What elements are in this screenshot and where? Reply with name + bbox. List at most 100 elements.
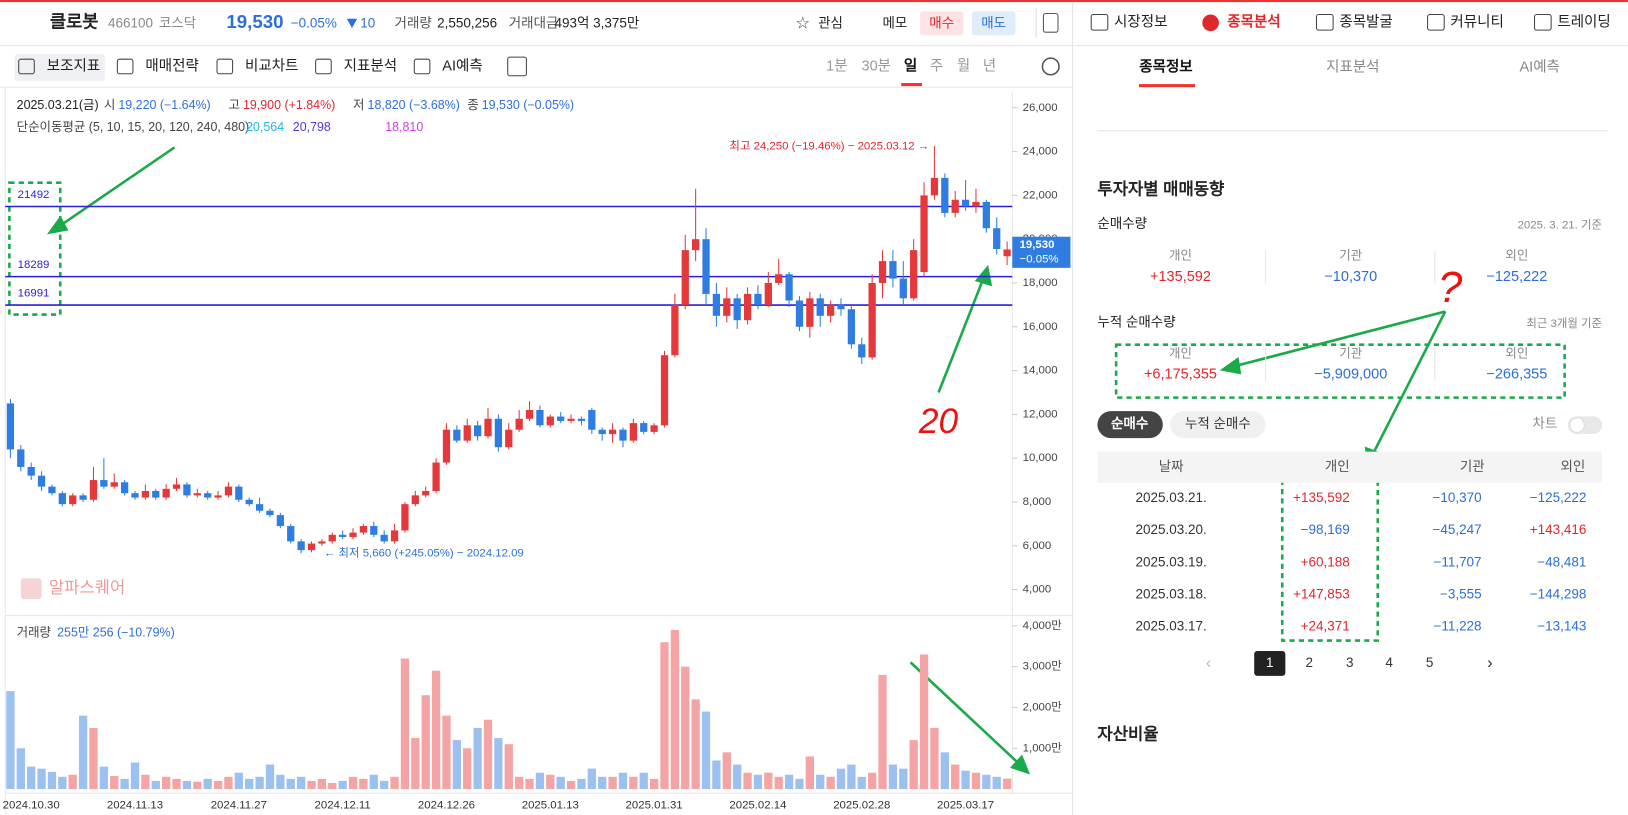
volume-bar [598, 776, 607, 790]
x-tick-label: 2025.02.14 [729, 800, 787, 812]
candle-body [141, 491, 150, 498]
stock-name: 클로봇 [50, 11, 99, 31]
candle-body [567, 418, 575, 421]
header-button[interactable]: 매도 [981, 15, 1006, 30]
volume-bar [58, 776, 67, 790]
candle-body [89, 480, 98, 500]
buy-bg[interactable] [919, 11, 964, 36]
next-page[interactable]: › [1487, 653, 1493, 672]
period[interactable]: 1분 [826, 58, 847, 74]
volume-bar [857, 776, 866, 790]
nav-item[interactable]: 종목발굴 [1339, 14, 1392, 31]
asset-title: 자산비율 [1097, 724, 1158, 743]
stock-code: 466100 [108, 15, 153, 30]
down-icon [346, 18, 358, 29]
volume-bar [359, 778, 368, 790]
nav-item[interactable]: 트레이딩 [1557, 14, 1610, 31]
volume-bar [224, 776, 233, 790]
candle-body [276, 515, 284, 527]
toolbar-item[interactable]: AI예측 [442, 57, 482, 74]
volume-bar [753, 774, 763, 790]
period[interactable]: 월 [957, 57, 970, 74]
draw-icon[interactable] [507, 56, 527, 77]
watermark: 알파스퀘어 [49, 578, 125, 597]
page-active-bg[interactable] [1254, 650, 1286, 676]
volume-bar [369, 774, 378, 790]
nav-item[interactable]: 종목분석 [1227, 13, 1280, 31]
volume-bar [629, 776, 638, 790]
candle-body [172, 484, 181, 489]
active-tool-bg[interactable] [14, 53, 105, 81]
x-tick-label: 2025.01.31 [626, 800, 683, 812]
period[interactable]: 주 [930, 58, 943, 74]
switch-knob[interactable] [1569, 417, 1585, 433]
toolbar-item[interactable]: 매매전략 [145, 57, 198, 74]
toolbar-item[interactable]: 비교차트 [245, 57, 298, 74]
settings-icon[interactable] [1041, 57, 1060, 76]
volume-tick-label: 1,000만 [1023, 741, 1063, 754]
volume-label: 거래량 [395, 15, 432, 30]
candle-body [847, 309, 856, 345]
table-cell: −98,169 [1301, 522, 1350, 537]
candle-body [671, 304, 679, 356]
x-tick-label: 2024.11.13 [107, 800, 163, 812]
volume-bar [649, 778, 659, 790]
volume-bar [151, 780, 160, 790]
sell-bg[interactable] [971, 11, 1016, 36]
table-cell: 2025.03.19. [1136, 554, 1207, 569]
nav-item[interactable]: 시장정보 [1114, 14, 1167, 31]
page-number[interactable]: 2 [1305, 655, 1312, 670]
volume-bar [99, 766, 109, 790]
candle-body [339, 534, 347, 537]
volume-bar [816, 774, 825, 790]
candle-body [328, 534, 336, 542]
toggle-active[interactable] [1097, 411, 1163, 439]
period[interactable]: 일 [904, 57, 917, 74]
toolbar-item[interactable]: 지표분석 [344, 57, 397, 74]
volume-bar [348, 776, 358, 790]
toolbar-item[interactable]: 보조지표 [47, 57, 100, 74]
volume-bar [805, 756, 814, 790]
volume-bar [847, 764, 856, 790]
volume-bar [992, 776, 1001, 790]
toggle-label[interactable]: 누적 순매수 [1185, 416, 1251, 431]
price-tag: 19,530 [1020, 239, 1055, 251]
header-button[interactable]: 매수 [929, 15, 954, 30]
candle-body [17, 449, 25, 467]
panel-tab[interactable]: 지표분석 [1326, 58, 1379, 75]
period[interactable]: 30분 [862, 58, 892, 74]
header-button[interactable]: 관심 [818, 15, 843, 30]
page-number[interactable]: 4 [1385, 655, 1393, 670]
candle-body [224, 486, 233, 496]
tool-icon [413, 58, 431, 75]
panel-tab[interactable]: 종목정보 [1139, 57, 1192, 75]
level-label: 16991 [18, 288, 50, 300]
layout-icon[interactable] [1042, 12, 1059, 33]
candle-body [889, 261, 897, 279]
prev-page[interactable]: ‹ [1206, 653, 1212, 672]
investor-label: 개인 [1169, 249, 1192, 263]
candle-body [795, 300, 804, 327]
ma-legend: 단순이동평균 (5, 10, 15, 20, 120, 240, 480) [17, 120, 250, 134]
candle-body [69, 495, 77, 505]
toggle-label[interactable]: 순매수 [1111, 416, 1148, 431]
volume-bar [909, 740, 918, 790]
nav-item[interactable]: 커뮤니티 [1450, 14, 1503, 31]
page-number[interactable]: 1 [1266, 655, 1274, 670]
panel-tab[interactable]: AI예측 [1519, 58, 1559, 75]
volume-bar [494, 738, 503, 790]
candle-body [941, 177, 949, 213]
level-label: 18289 [18, 259, 50, 271]
candle-body [712, 293, 721, 316]
page-number[interactable]: 3 [1346, 655, 1354, 670]
volume-tick-label: 4,000만 [1023, 619, 1063, 632]
toggle[interactable] [1170, 411, 1266, 439]
header-button[interactable]: 메모 [883, 15, 908, 30]
period[interactable]: 년 [983, 57, 996, 74]
table-cell: 2025.03.21. [1136, 490, 1207, 505]
page-number[interactable]: 5 [1426, 655, 1433, 670]
y-tick-label: 18,000 [1023, 277, 1058, 289]
volume-bar [234, 772, 243, 790]
